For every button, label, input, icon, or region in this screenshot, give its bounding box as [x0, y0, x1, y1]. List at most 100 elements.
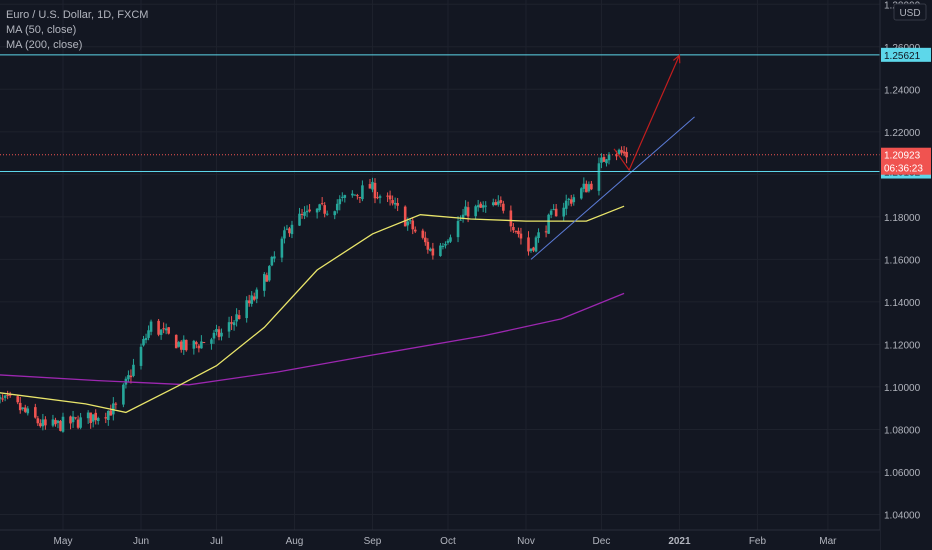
- candle: [509, 210, 513, 227]
- candle: [215, 329, 218, 332]
- y-tick-label: 1.14000: [884, 298, 921, 309]
- candle: [582, 183, 586, 189]
- candle: [527, 237, 530, 252]
- candle: [371, 181, 374, 190]
- candle: [439, 245, 442, 256]
- candle: [429, 248, 432, 251]
- candle: [532, 247, 535, 251]
- candle: [197, 345, 201, 349]
- candle: [552, 209, 555, 211]
- candle: [411, 220, 415, 230]
- chart-legend: Euro / U.S. Dollar, 1D, FXCM MA (50, clo…: [6, 8, 148, 53]
- trendline[interactable]: [530, 116, 695, 260]
- candle: [600, 157, 603, 163]
- candle: [268, 266, 271, 281]
- candle: [449, 237, 452, 242]
- time-axis[interactable]: [0, 530, 880, 550]
- candle: [252, 296, 256, 300]
- candle: [159, 329, 163, 335]
- candle: [358, 196, 362, 198]
- candle: [461, 214, 465, 219]
- symbol-title[interactable]: Euro / U.S. Dollar, 1D, FXCM: [6, 9, 149, 21]
- candle: [300, 214, 304, 216]
- candle: [298, 213, 301, 226]
- candle: [305, 210, 309, 213]
- x-tick-label: Feb: [749, 536, 767, 547]
- candle: [94, 412, 98, 421]
- candle: [534, 237, 538, 252]
- candle: [232, 322, 236, 326]
- candle: [602, 157, 606, 162]
- candle: [479, 203, 482, 208]
- candle: [230, 322, 233, 324]
- candle: [512, 226, 515, 231]
- ma200-legend[interactable]: MA (200, close): [6, 39, 83, 51]
- level-label: 1.25621: [884, 51, 921, 62]
- candle: [408, 220, 412, 222]
- candle: [514, 230, 518, 232]
- candle: [335, 203, 339, 211]
- candle: [547, 214, 550, 234]
- level-badge: [881, 47, 931, 62]
- candle: [303, 212, 306, 216]
- candle: [396, 203, 399, 206]
- currency-badge[interactable]: [893, 3, 927, 21]
- candle: [517, 230, 520, 235]
- candle: [1, 398, 4, 400]
- candle: [162, 328, 165, 330]
- candle: [615, 155, 618, 157]
- candle: [625, 152, 628, 158]
- candle: [456, 221, 460, 238]
- candle: [393, 202, 397, 205]
- candle: [21, 407, 25, 409]
- price-axis[interactable]: [880, 0, 932, 550]
- candle: [290, 224, 294, 235]
- candle: [200, 341, 203, 349]
- candle: [340, 196, 344, 198]
- candle: [441, 245, 445, 247]
- y-tick-label: 1.22000: [884, 128, 921, 139]
- candle: [338, 199, 342, 205]
- candle: [562, 207, 566, 217]
- candle: [413, 229, 417, 232]
- candle: [39, 423, 42, 427]
- forecast-arrow[interactable]: [613, 55, 681, 172]
- candles: [0, 146, 628, 433]
- candle: [91, 414, 95, 422]
- candle: [71, 416, 75, 423]
- candle: [283, 230, 286, 239]
- candle: [51, 419, 55, 426]
- candle: [96, 418, 100, 422]
- candle: [519, 233, 523, 239]
- y-tick-label: 1.08000: [884, 425, 921, 436]
- candle: [89, 412, 92, 423]
- forecast-arrowhead: [672, 54, 681, 64]
- candle: [620, 150, 623, 153]
- candle: [69, 416, 72, 424]
- candle: [59, 420, 62, 431]
- ma50-legend[interactable]: MA (50, close): [6, 24, 77, 36]
- x-tick-label: Jul: [210, 536, 223, 547]
- candle: [227, 322, 231, 332]
- candle: [139, 346, 143, 366]
- candle: [587, 184, 591, 192]
- x-tick-label: Dec: [593, 536, 611, 547]
- candle: [79, 417, 82, 428]
- candle: [202, 342, 206, 344]
- candle: [76, 419, 80, 428]
- candle: [167, 327, 170, 334]
- candle: [549, 210, 553, 215]
- candle: [212, 332, 216, 339]
- candle: [320, 203, 324, 205]
- candle: [378, 196, 382, 198]
- candle: [403, 206, 407, 227]
- candle: [273, 256, 276, 259]
- x-tick-label: 2021: [668, 536, 691, 547]
- candle: [585, 183, 588, 193]
- y-tick-label: 1.04000: [884, 510, 921, 521]
- candle: [174, 334, 178, 349]
- y-tick-label: 1.16000: [884, 255, 921, 266]
- candle: [192, 340, 196, 349]
